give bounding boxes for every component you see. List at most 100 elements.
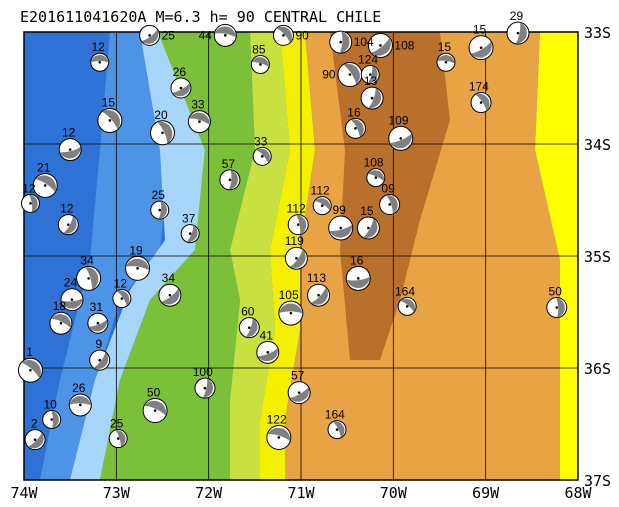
focal-mechanism-beachball[interactable] <box>76 265 102 291</box>
focal-mechanism-beachball[interactable] <box>89 349 111 371</box>
compressional-quadrant <box>116 290 130 306</box>
focal-mechanism-beachball[interactable] <box>436 52 456 72</box>
focal-mechanism-beachball[interactable] <box>250 54 270 74</box>
depth-label: 9 <box>96 337 103 351</box>
focal-mechanism-beachball[interactable] <box>345 265 371 291</box>
focal-mechanism-beachball[interactable] <box>187 110 211 134</box>
focal-mechanism-beachball[interactable] <box>360 65 380 85</box>
depth-label: 34 <box>162 271 176 285</box>
depth-label: 12 <box>62 126 76 140</box>
compressional-quadrant <box>214 26 236 38</box>
depth-label: 12 <box>22 181 36 195</box>
focal-mechanism-beachball[interactable] <box>219 169 241 191</box>
epicenter-dot <box>29 202 32 205</box>
depth-label: 174 <box>469 80 489 94</box>
depth-label: 57 <box>222 157 236 171</box>
depth-label: 21 <box>37 160 51 174</box>
focal-mechanism-beachball[interactable] <box>266 424 292 450</box>
focal-mechanism-beachball[interactable] <box>20 193 40 213</box>
focal-mechanism-beachball[interactable] <box>546 297 568 319</box>
compressional-quadrant <box>343 63 360 85</box>
focal-mechanism-beachball[interactable] <box>366 168 386 188</box>
focal-mechanism-beachball[interactable] <box>470 92 492 114</box>
compressional-quadrant <box>351 119 364 138</box>
compressional-quadrant <box>368 66 378 84</box>
focal-mechanism-beachball[interactable] <box>194 377 216 399</box>
focal-mechanism-beachball[interactable] <box>49 311 73 335</box>
compressional-quadrant <box>470 41 492 58</box>
focal-mechanism-beachball[interactable] <box>158 283 182 307</box>
focal-mechanism-beachball[interactable] <box>278 300 304 326</box>
focal-mechanism-beachball[interactable] <box>150 120 175 146</box>
focal-mechanism-beachball[interactable] <box>125 255 151 281</box>
focal-mechanism-beachball[interactable] <box>24 429 46 451</box>
depth-label: 85 <box>252 42 266 56</box>
focal-mechanism-beachball[interactable] <box>312 196 332 216</box>
focal-mechanism-beachball[interactable] <box>238 317 260 339</box>
focal-mechanism-beachball[interactable] <box>58 138 82 162</box>
focal-mechanism-beachball[interactable] <box>57 214 79 236</box>
focal-mechanism-beachball[interactable] <box>213 23 237 47</box>
compressional-quadrant <box>51 410 59 429</box>
focal-mechanism-beachball[interactable] <box>60 288 84 312</box>
depth-label: 25 <box>110 417 124 431</box>
focal-mechanism-beachball[interactable] <box>108 429 128 449</box>
focal-mechanism-beachball[interactable] <box>287 381 311 405</box>
focal-mechanism-beachball[interactable] <box>87 312 109 334</box>
focal-mechanism-beachball[interactable] <box>379 193 401 215</box>
focal-mechanism-beachball[interactable] <box>360 86 384 110</box>
depth-label: 105 <box>279 288 299 302</box>
lat-tick-label: 34S <box>584 136 611 154</box>
compressional-quadrant <box>28 194 38 213</box>
focal-mechanism-beachball[interactable] <box>287 214 309 236</box>
focal-mechanism-beachball[interactable] <box>329 30 353 54</box>
depth-label: 100 <box>193 365 213 379</box>
focal-mechanism-beachball[interactable] <box>68 393 92 417</box>
compressional-quadrant <box>69 396 92 406</box>
epicenter-dot <box>266 351 270 354</box>
focal-mechanism-beachball[interactable] <box>139 24 161 46</box>
focal-mechanism-beachball[interactable] <box>397 296 417 316</box>
focal-mechanism-beachball[interactable] <box>17 357 43 383</box>
focal-mechanism-beachball[interactable] <box>468 35 494 61</box>
focal-mechanism-beachball[interactable] <box>506 21 530 45</box>
epicenter-dot <box>260 155 264 158</box>
compressional-quadrant <box>88 319 108 332</box>
focal-mechanism-beachball[interactable] <box>307 283 331 307</box>
focal-mechanism-beachball[interactable] <box>180 224 200 244</box>
focal-mechanism-beachball[interactable] <box>327 420 347 440</box>
epicenter-dot <box>247 326 251 329</box>
depth-label: 108 <box>394 38 414 52</box>
compressional-quadrant <box>515 22 527 44</box>
focal-mechanism-beachball[interactable] <box>112 289 132 309</box>
focal-mechanism-beachball[interactable] <box>90 52 110 72</box>
depth-label: 10 <box>43 398 57 412</box>
epicenter-dot <box>356 277 360 280</box>
focal-mechanism-beachball[interactable] <box>32 172 58 198</box>
epicenter-dot <box>188 232 192 235</box>
depth-label: 34 <box>80 253 94 267</box>
compressional-quadrant <box>186 225 198 242</box>
focal-mechanism-beachball[interactable] <box>367 32 393 58</box>
focal-mechanism-beachball[interactable] <box>356 216 380 240</box>
focal-mechanism-beachball[interactable] <box>170 77 192 99</box>
compressional-quadrant <box>257 348 278 362</box>
focal-mechanism-beachball[interactable] <box>97 107 123 133</box>
focal-mechanism-beachball[interactable] <box>328 215 354 241</box>
epicenter-dot <box>33 438 37 441</box>
focal-mechanism-beachball[interactable] <box>388 125 414 151</box>
compressional-quadrant <box>256 148 270 163</box>
focal-mechanism-beachball[interactable] <box>252 146 272 166</box>
focal-mechanism-beachball[interactable] <box>150 200 170 220</box>
depth-label: 1 <box>26 345 33 359</box>
focal-mechanism-beachball[interactable] <box>272 24 294 46</box>
focal-mechanism-beachball[interactable] <box>284 246 308 270</box>
focal-mechanism-beachball[interactable] <box>142 398 168 424</box>
focal-mechanism-beachball[interactable] <box>256 340 280 364</box>
axis-labels: 74W 73W 72W 71W 70W 69W 68W 33S 34S 35S 36S 37S <box>10 24 611 502</box>
focal-mechanism-beachball[interactable] <box>344 117 366 139</box>
focal-mechanism-beachball[interactable] <box>42 410 62 430</box>
depth-label: 31 <box>90 300 104 314</box>
lon-tick-label: 74W <box>10 484 38 502</box>
compressional-quadrant <box>115 430 126 447</box>
